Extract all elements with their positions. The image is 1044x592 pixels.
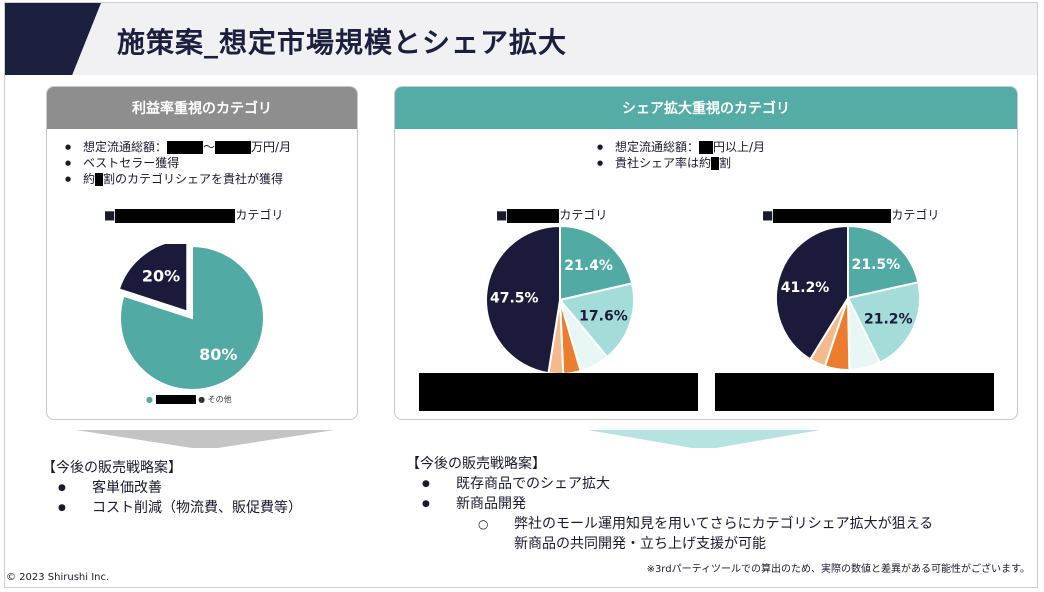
strategy-item: 新商品開発 xyxy=(406,494,933,514)
category-marker: ■ xyxy=(762,208,774,222)
strategy-heading: 【今後の販売戦略案】 xyxy=(406,456,546,472)
redacted-value xyxy=(711,157,720,170)
category-suffix: カテゴリ xyxy=(559,208,608,222)
redacted-category xyxy=(507,208,560,223)
pie-slice-label: 17.6% xyxy=(579,309,628,325)
category-marker: ■ xyxy=(104,208,116,222)
redacted-value xyxy=(167,141,204,154)
bullet-text: 貴社シェア率は約 xyxy=(615,156,712,170)
redacted-category xyxy=(773,208,892,223)
card-header: 利益率重視のカテゴリ xyxy=(47,87,357,129)
redacted-value xyxy=(215,141,252,154)
bullet-gmv: 想定流通総額： 〜 万円/月 xyxy=(47,139,357,155)
pie-chart-share-2: 21.5% 21.2% 41.2% xyxy=(775,224,921,372)
footnote: ※3rdパーティツールでの算出のため、実際の数値と差異がある可能性がございます。 xyxy=(646,564,1030,575)
pie-slice-label: 21.4% xyxy=(564,258,613,274)
legend-other: その他 xyxy=(207,395,232,404)
category-label-chart1: ■ カテゴリ xyxy=(496,206,607,223)
category-label-chart2: ■ カテゴリ xyxy=(762,206,939,223)
copyright: © 2023 Shirushi Inc. xyxy=(6,572,110,583)
bullet-text: 約 xyxy=(83,172,96,186)
page-title: 施策案_想定市場規模とシェア拡大 xyxy=(117,26,568,59)
strategy-right: 【今後の販売戦略案】 既存商品でのシェア拡大 新商品開発 弊社のモール運用知見を… xyxy=(406,454,933,554)
pie-slice-label: 21.2% xyxy=(864,311,913,327)
pie-slice xyxy=(847,224,920,300)
strategy-heading: 【今後の販売戦略案】 xyxy=(42,460,182,476)
strategy-subitem-continued: 新商品の共同開発・立ち上げ支援が可能 xyxy=(514,536,766,552)
category-label-left: ■ カテゴリ xyxy=(104,206,283,223)
bullet-text: 〜 xyxy=(203,140,216,154)
pie-slice-label: 80% xyxy=(199,345,237,364)
bullet-gmv: 想定流通総額： 円以上/月 xyxy=(579,139,1017,155)
redacted-category xyxy=(115,208,236,223)
pie-slice xyxy=(559,224,634,302)
bullet-text: 割 xyxy=(719,156,732,170)
legend: ● ● その他 xyxy=(146,394,232,405)
pie-slice-label: 21.5% xyxy=(852,257,901,273)
category-suffix: カテゴリ xyxy=(891,208,940,222)
bullet-bestseller: ベストセラー獲得 xyxy=(47,155,357,171)
card-header: シェア拡大重視のカテゴリ xyxy=(395,87,1017,129)
pie-slice-label: 41.2% xyxy=(781,280,830,296)
legend-dot-teal: ● xyxy=(146,395,153,404)
redacted-value xyxy=(699,141,714,154)
title-bar: 施策案_想定市場規模とシェア拡大 xyxy=(5,3,1037,75)
title-accent xyxy=(5,3,101,75)
pie-slice xyxy=(775,224,849,361)
strategy-item: 既存商品でのシェア拡大 xyxy=(406,474,933,494)
pie-slice-label: 47.5% xyxy=(490,290,539,306)
bullet-text: 円以上/月 xyxy=(713,140,766,154)
bullet-text: 想定流通総額： xyxy=(615,140,700,154)
pie-slice xyxy=(485,224,561,375)
strategy-item: 客単価改善 xyxy=(42,478,302,498)
bullet-text: 万円/月 xyxy=(251,140,292,154)
pie-chart-profit: 80% 20% xyxy=(118,244,265,391)
category-marker: ■ xyxy=(496,208,508,222)
pie-slice xyxy=(118,244,189,313)
pie-slice xyxy=(558,282,635,359)
redacted-value xyxy=(95,173,104,186)
pie-chart-share-1: 21.4% 17.6% 47.5% xyxy=(485,224,635,375)
legend-dot-navy: ● xyxy=(198,395,206,404)
strategy-left: 【今後の販売戦略案】 客単価改善 コスト削減（物流費、販促費等） xyxy=(42,458,302,518)
strategy-subitem: 弊社のモール運用知見を用いてさらにカテゴリシェア拡大が狙える xyxy=(406,514,933,534)
pie-slice xyxy=(119,244,265,391)
pie-slice xyxy=(846,281,921,364)
bullet-text: 想定流通総額： xyxy=(83,140,168,154)
category-suffix: カテゴリ xyxy=(235,208,284,222)
redacted-caption-1 xyxy=(419,373,698,411)
pie-slice-label: 20% xyxy=(142,266,180,285)
bullet-text: 割のカテゴリシェアを貴社が獲得 xyxy=(103,172,284,186)
redacted-legend xyxy=(155,395,196,404)
strategy-item: コスト削減（物流費、販促費等） xyxy=(42,498,302,518)
redacted-caption-2 xyxy=(715,373,994,411)
